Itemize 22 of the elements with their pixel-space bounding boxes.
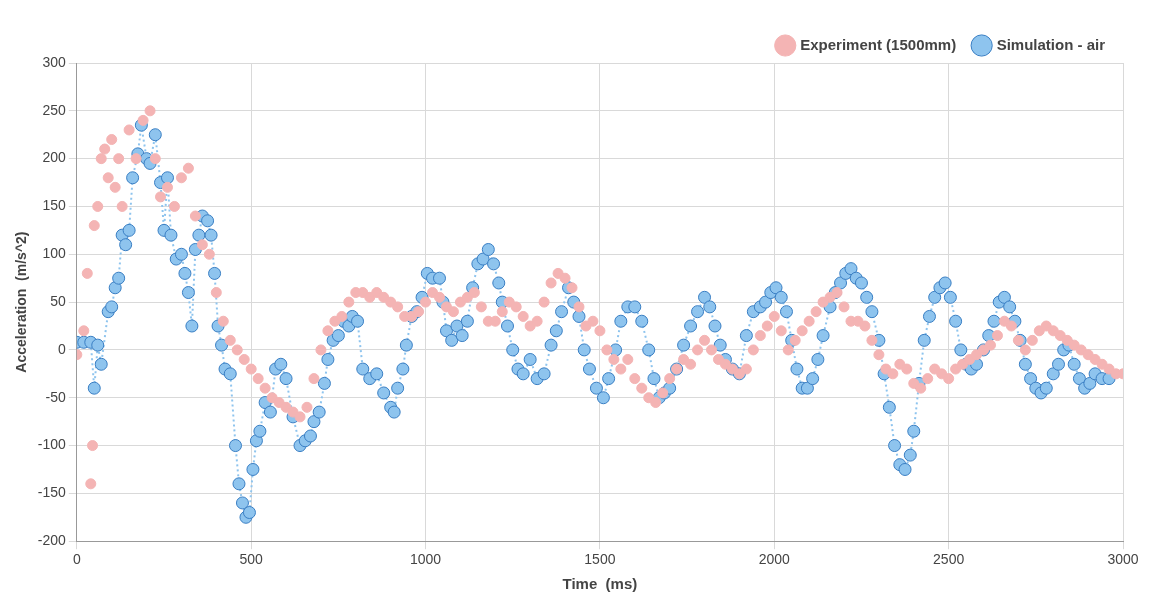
x-tick-label: 0 [72, 551, 81, 568]
y-tick-label: -150 [37, 484, 67, 501]
y-tick-label: 100 [42, 245, 67, 262]
x-tick-label: 2000 [758, 551, 791, 568]
legend-label: Simulation - air [996, 35, 1106, 53]
y-axis-title: Acceleration (m/s^2) [13, 231, 30, 373]
x-tick-label: 500 [239, 551, 264, 568]
x-tick-label: 1000 [409, 551, 442, 568]
y-tick-label: -200 [37, 532, 67, 549]
y-tick-label: 300 [42, 53, 67, 70]
y-tick-label: 50 [50, 292, 67, 309]
y-tick-label: -50 [45, 388, 67, 405]
y-tick-label: 150 [42, 197, 67, 214]
y-tick-label: 250 [42, 101, 67, 118]
legend-label: Experiment (1500mm) [800, 35, 957, 53]
x-axis-title: Time (ms) [562, 575, 638, 593]
x-tick-label: 2500 [933, 551, 965, 568]
x-tick-label: 3000 [1107, 551, 1139, 568]
x-tick-label: 1500 [584, 551, 616, 568]
y-tick-label: 200 [42, 149, 67, 166]
y-tick-label: 0 [58, 340, 67, 357]
y-tick-label: -100 [37, 436, 67, 453]
